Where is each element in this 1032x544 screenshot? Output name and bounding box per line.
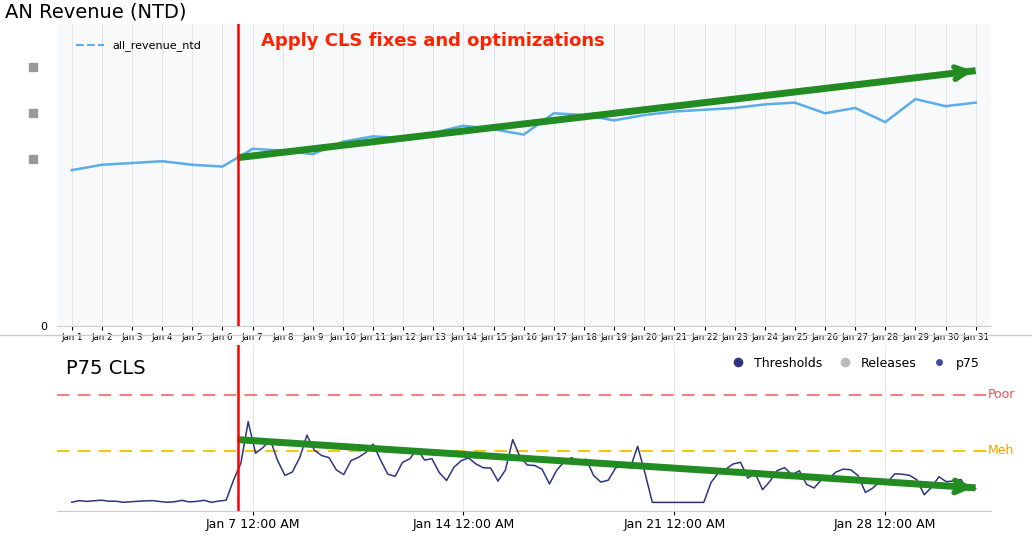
Text: Poor: Poor <box>988 388 1015 401</box>
Legend: Thresholds, Releases, p75: Thresholds, Releases, p75 <box>720 351 985 375</box>
Text: P75 CLS: P75 CLS <box>66 358 146 378</box>
Legend: all_revenue_ntd: all_revenue_ntd <box>71 36 206 56</box>
Text: Apply CLS fixes and optimizations: Apply CLS fixes and optimizations <box>261 32 605 50</box>
Text: Meh: Meh <box>988 444 1014 458</box>
Text: AN Revenue (NTD): AN Revenue (NTD) <box>5 3 187 22</box>
